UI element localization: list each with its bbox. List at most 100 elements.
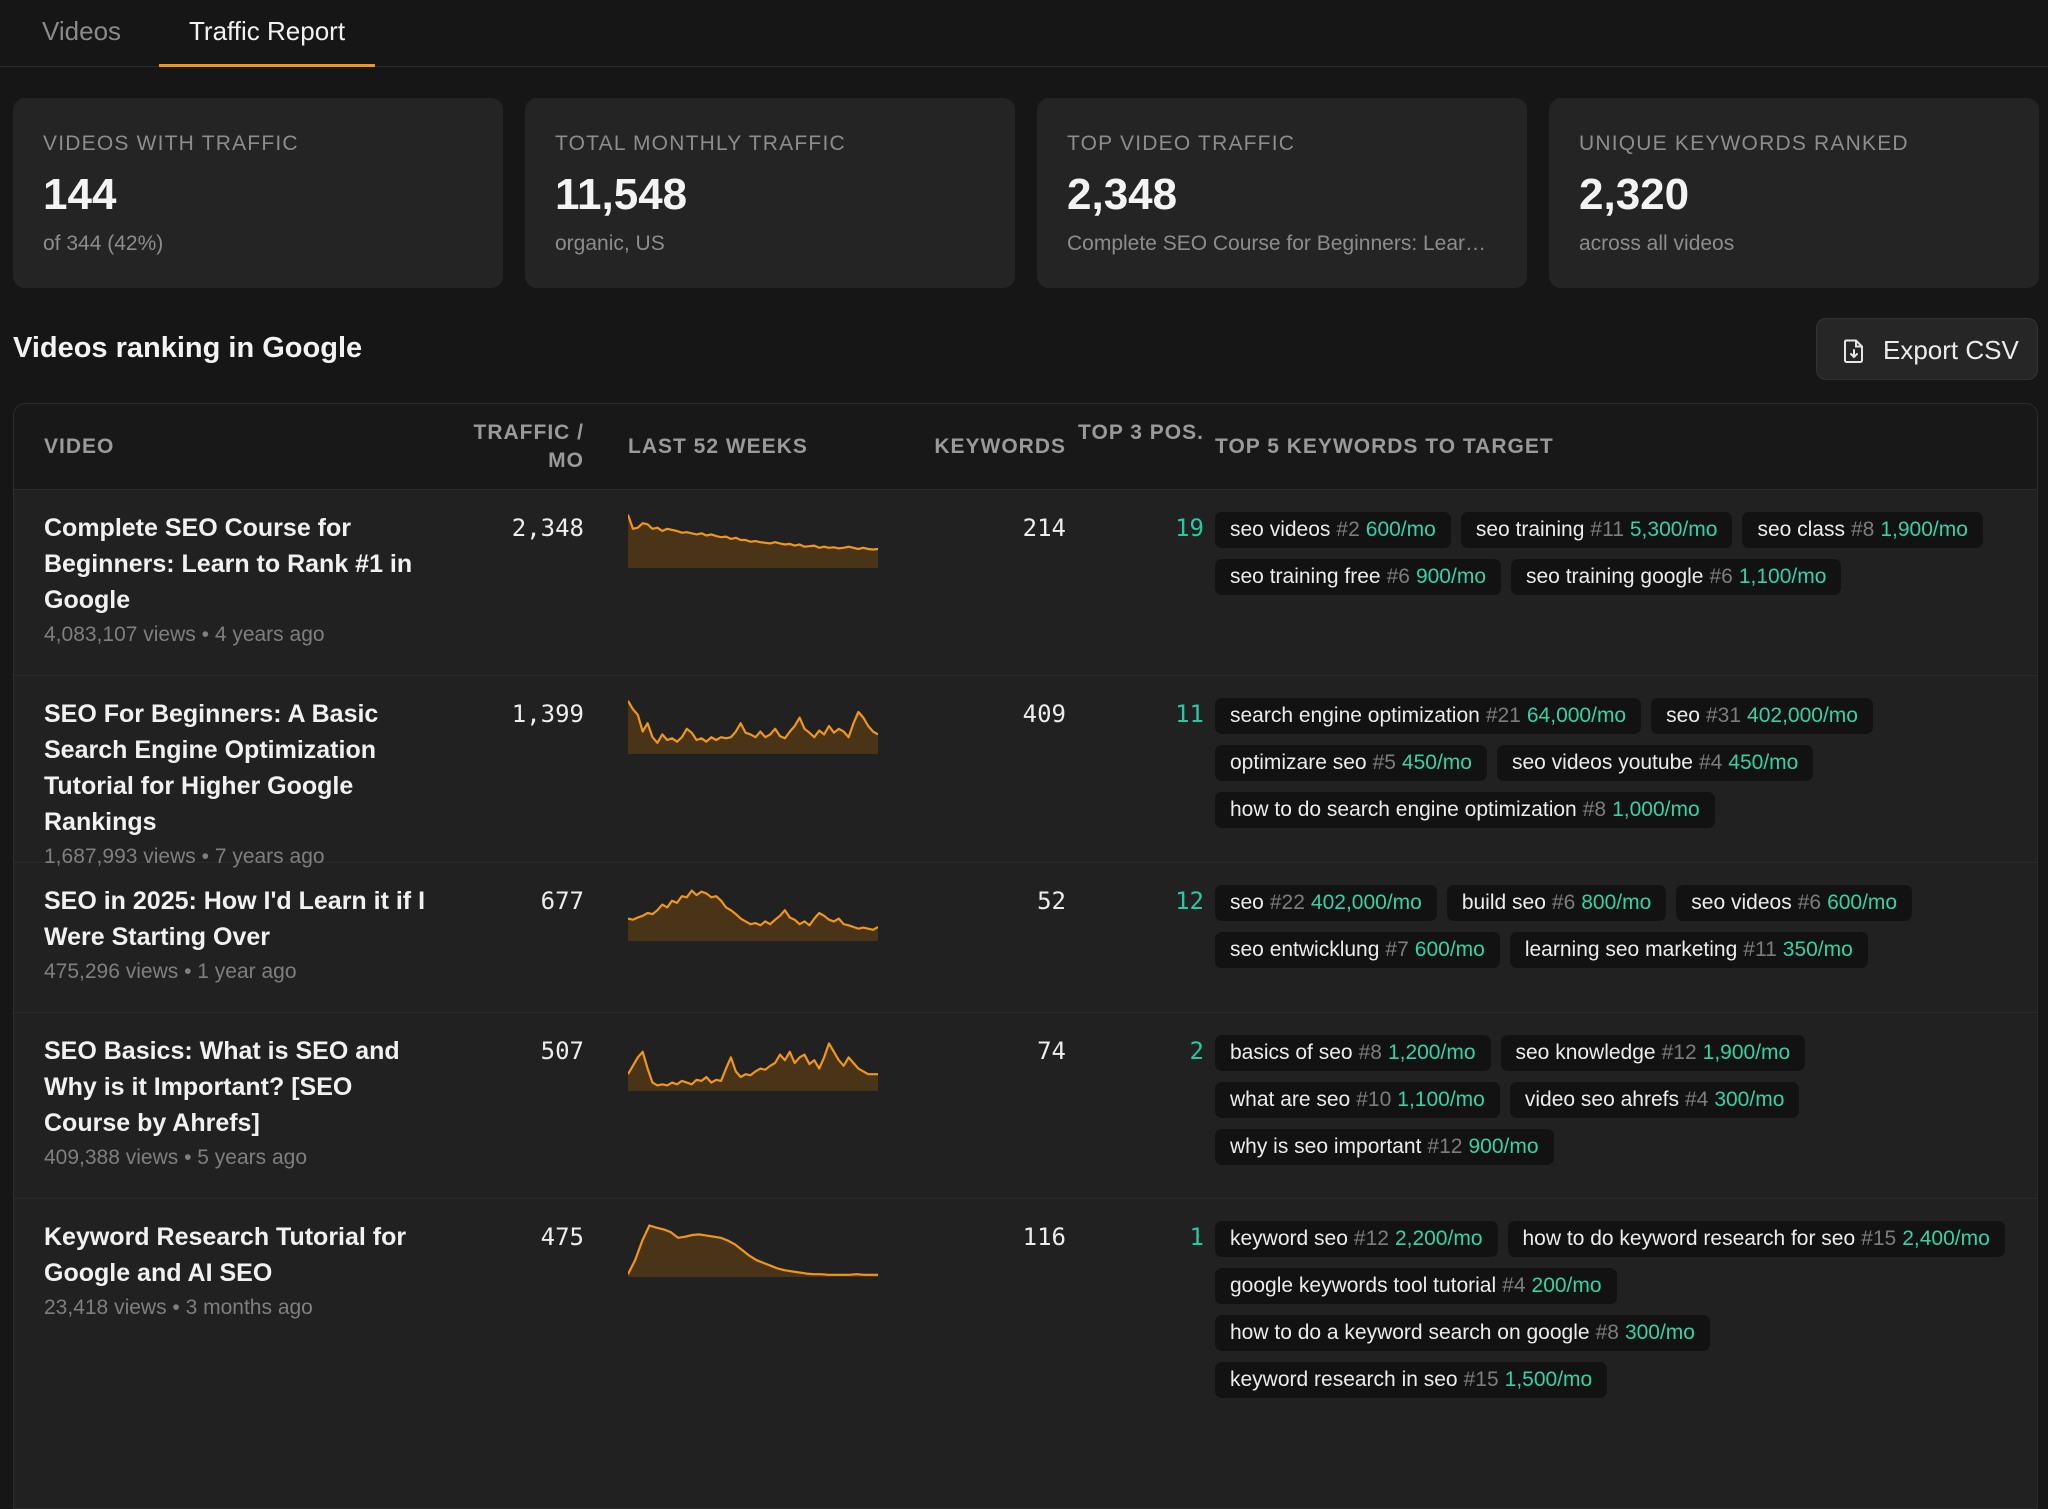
keyword-position: #8 [1358, 1041, 1382, 1064]
sparkline-area [628, 700, 878, 754]
video-title[interactable]: Complete SEO Course for Beginners: Learn… [44, 510, 434, 652]
keyword-term: why is seo important [1230, 1135, 1422, 1158]
meta-separator: • [166, 1296, 186, 1319]
keyword-position: #11 [1590, 518, 1624, 541]
keyword-volume: 600/mo [1414, 938, 1485, 961]
meta-separator: • [195, 845, 215, 868]
section-title: Videos ranking in Google [13, 332, 363, 364]
file-export-icon [1844, 339, 1863, 363]
column-header-top3[interactable]: Top 3 pos. [1078, 421, 1204, 444]
keyword-chip[interactable]: seo videos #2 600/mo [1215, 512, 1451, 548]
keyword-chip[interactable]: keyword research in seo #15 1,500/mo [1215, 1362, 1608, 1398]
keyword-volume: 300/mo [1714, 1088, 1785, 1111]
table-row[interactable]: SEO Basics: What is SEO and Why is it Im… [14, 1013, 2037, 1199]
column-header-video[interactable]: Video [44, 435, 115, 458]
keyword-chip[interactable]: seo class #8 1,900/mo [1742, 512, 1983, 548]
video-title-text[interactable]: Complete SEO Course for Beginners: Learn… [44, 514, 413, 614]
video-views: 475,296 views [44, 960, 179, 983]
keyword-chip[interactable]: how to do search engine optimization #8 1,… [1215, 792, 1715, 828]
keyword-position: #22 [1269, 891, 1305, 914]
keyword-term: video seo ahrefs [1524, 1088, 1679, 1111]
keyword-position: #21 [1485, 704, 1521, 727]
tab-videos[interactable]: Videos [42, 16, 122, 46]
keywords-count: 214 [1022, 514, 1066, 542]
table-row[interactable]: SEO For Beginners: A Basic Search Engine… [14, 676, 2037, 868]
table-row[interactable]: Keyword Research Tutorial for Google and… [14, 1199, 2037, 1508]
video-title-text[interactable]: SEO Basics: What is SEO and Why is it Im… [44, 1037, 400, 1137]
keyword-volume: 1,000/mo [1612, 798, 1700, 821]
keyword-chip[interactable]: seo entwicklung #7 600/mo [1215, 932, 1500, 968]
keyword-chip[interactable]: seo #22 402,000/mo [1215, 885, 1437, 921]
keyword-volume: 600/mo [1827, 891, 1898, 914]
sparkline-line [628, 514, 878, 551]
export-csv-button[interactable]: Export CSV [1816, 318, 2038, 380]
keyword-chip[interactable]: optimizare seo #5 450/mo [1215, 745, 1487, 781]
stat-sub: Complete SEO Course for Beginners: Learn… [1067, 232, 1497, 255]
sparkline-area [628, 1225, 878, 1277]
video-meta: 409,388 views • 5 years ago [44, 1141, 434, 1175]
video-views: 409,388 views [44, 1146, 179, 1169]
stat-sub: of 344 (42%) [43, 232, 164, 255]
keyword-chip[interactable]: video seo ahrefs #4 300/mo [1509, 1082, 1800, 1118]
keyword-position: #15 [1463, 1368, 1499, 1391]
stat-value: 11,548 [555, 170, 688, 219]
keyword-chip[interactable]: google keywords tool tutorial #4 200/mo [1215, 1268, 1617, 1304]
keyword-chip[interactable]: seo #31 402,000/mo [1651, 698, 1873, 734]
keyword-chip[interactable]: why is seo important #12 900/mo [1215, 1129, 1554, 1165]
keyword-position: #6 [1797, 891, 1822, 914]
video-title-text[interactable]: SEO For Beginners: A Basic Search Engine… [44, 700, 379, 836]
keyword-volume: 402,000/mo [1747, 704, 1858, 727]
keyword-term: basics of seo [1230, 1041, 1353, 1064]
keyword-volume: 1,900/mo [1702, 1041, 1791, 1064]
keyword-chip[interactable]: build seo #6 800/mo [1446, 885, 1667, 921]
sparkline-area [628, 1043, 878, 1091]
keyword-chip[interactable]: how to do a keyword search on google #8 30… [1215, 1315, 1710, 1351]
table-row[interactable]: SEO in 2025: How I'd Learn it if I Were … [14, 863, 2037, 1013]
keyword-chip[interactable]: seo training #11 5,300/mo [1460, 512, 1733, 548]
table-header: Video Traffic / mo Last 52 weeks Keyword… [14, 404, 2037, 490]
keyword-chip[interactable]: basics of seo #8 1,200/mo [1215, 1035, 1491, 1071]
export-csv-label: Export CSV [1883, 335, 2019, 365]
top3-count: 12 [1175, 887, 1204, 915]
video-title[interactable]: Keyword Research Tutorial for Google and… [44, 1219, 434, 1325]
video-title[interactable]: SEO Basics: What is SEO and Why is it Im… [44, 1033, 434, 1175]
column-header-keywords[interactable]: Keywords [934, 435, 1066, 458]
traffic-sparkline [628, 889, 878, 941]
keyword-chip[interactable]: seo knowledge #12 1,900/mo [1500, 1035, 1806, 1071]
keyword-term: keyword research in seo [1230, 1368, 1458, 1391]
table-row[interactable]: Complete SEO Course for Beginners: Learn… [14, 490, 2037, 676]
keyword-position: #4 [1502, 1274, 1526, 1297]
keyword-term: seo [1230, 891, 1264, 914]
video-title-text[interactable]: Keyword Research Tutorial for Google and… [44, 1223, 407, 1287]
keyword-chip[interactable]: search engine optimization #21 64,000/mo [1215, 698, 1642, 734]
keyword-term: seo videos [1230, 518, 1331, 541]
keyword-chip[interactable]: seo training free #6 900/mo [1215, 559, 1501, 595]
keyword-chip[interactable]: what are seo #10 1,100/mo [1215, 1082, 1500, 1118]
keyword-chip[interactable]: seo training google #6 1,100/mo [1511, 559, 1842, 595]
keyword-chip[interactable]: learning seo marketing #11 350/mo [1509, 932, 1868, 968]
keyword-term: how to do keyword research for seo [1522, 1227, 1856, 1250]
keyword-chip[interactable]: seo videos #6 600/mo [1676, 885, 1913, 921]
column-header-traffic[interactable]: Traffic / mo [473, 421, 584, 472]
keyword-position: #15 [1861, 1227, 1897, 1250]
stat-card-unique-keywords: Unique keywords ranked 2,320 across all … [1549, 98, 2039, 288]
video-title[interactable]: SEO in 2025: How I'd Learn it if I Were … [44, 883, 434, 989]
tab-traffic-report[interactable]: Traffic Report [159, 0, 376, 67]
video-meta: 4,083,107 views • 4 years ago [44, 618, 434, 652]
video-meta: 475,296 views • 1 year ago [44, 955, 434, 989]
video-title[interactable]: SEO For Beginners: A Basic Search Engine… [44, 696, 434, 874]
traffic-sparkline [628, 1042, 878, 1091]
keyword-chip[interactable]: keyword seo #12 2,200/mo [1215, 1221, 1498, 1257]
keyword-chip[interactable]: how to do keyword research for seo #15 2,4… [1507, 1221, 2005, 1257]
keyword-position: #6 [1709, 565, 1733, 588]
video-title-text[interactable]: SEO in 2025: How I'd Learn it if I Were … [44, 887, 426, 951]
keyword-volume: 350/mo [1782, 938, 1853, 961]
keyword-term: seo class [1757, 518, 1845, 541]
keyword-term: seo videos [1691, 891, 1792, 914]
keyword-volume: 1,900/mo [1880, 518, 1968, 541]
keyword-term: learning seo marketing [1524, 938, 1738, 961]
keywords-count: 116 [1022, 1223, 1066, 1251]
keyword-chip[interactable]: seo videos youtube #4 450/mo [1496, 745, 1814, 781]
column-header-last-52-weeks: Last 52 weeks [628, 435, 808, 458]
top3-count: 1 [1189, 1223, 1204, 1251]
